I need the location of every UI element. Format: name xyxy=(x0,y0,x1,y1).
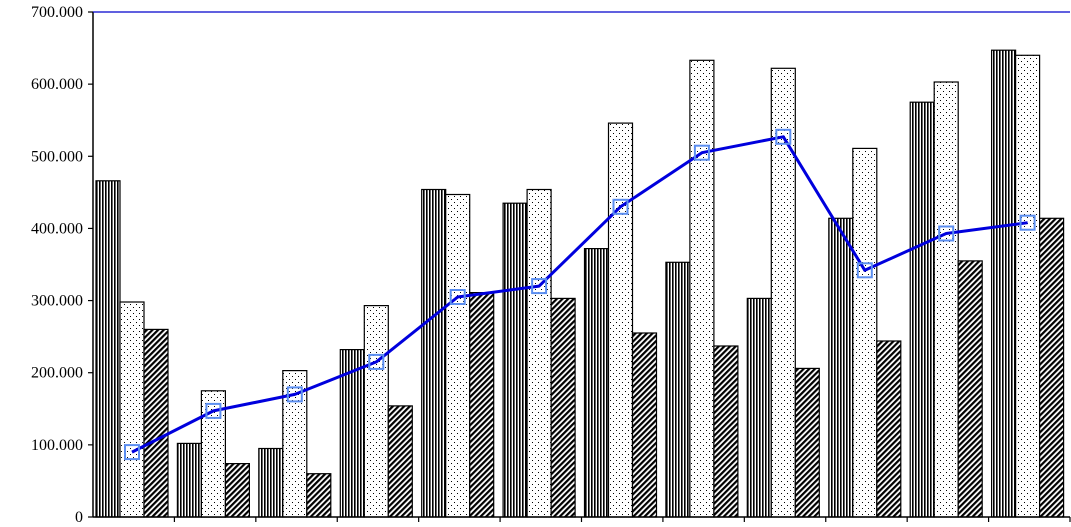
line-marker-cat12 xyxy=(1019,214,1036,231)
bar-series2-cat8 xyxy=(689,59,715,518)
bar-series2-cat11 xyxy=(933,81,959,518)
bar-series1-cat1 xyxy=(95,180,121,518)
axis-layer: 0 100.000 200.000 300.000 400.000 500.000 600.… xyxy=(31,4,1071,526)
bar-series3-cat10 xyxy=(876,340,902,518)
y-tick-label: 100.000 xyxy=(31,437,83,454)
bar-series1-cat9 xyxy=(746,297,772,518)
line-marker-cat1 xyxy=(124,444,140,461)
line-marker-cat4 xyxy=(368,353,385,370)
bar-series1-cat3 xyxy=(258,447,284,518)
line-marker-cat7 xyxy=(612,198,629,215)
line-marker-cat11 xyxy=(938,225,955,242)
bar-series1-cat7 xyxy=(583,248,610,518)
bar-series3-cat11 xyxy=(957,260,983,518)
bar-series1-cat5 xyxy=(421,188,447,518)
line-marker-cat3 xyxy=(286,386,303,403)
line-marker-cat5 xyxy=(449,289,466,305)
y-tick-label: 400.000 xyxy=(31,220,83,237)
bar-series1-cat12 xyxy=(990,49,1017,518)
line-marker-cat8 xyxy=(693,144,710,161)
y-tick-label: 700.000 xyxy=(31,4,83,21)
bar-series1-cat2 xyxy=(176,442,202,518)
bar-series2-cat4 xyxy=(363,305,389,518)
bar-series3-cat6 xyxy=(550,297,576,518)
bar-series3-cat3 xyxy=(306,473,332,518)
y-tick-label: 0 xyxy=(75,509,83,522)
bar-series1-cat4 xyxy=(339,349,365,518)
y-tick-label: 600.000 xyxy=(31,76,83,93)
bar-series3-cat5 xyxy=(469,292,495,518)
line-layer xyxy=(124,128,1036,461)
bar-series2-cat6 xyxy=(526,188,552,518)
bar-series3-cat4 xyxy=(387,405,413,518)
line-marker-cat2 xyxy=(205,402,222,419)
bar-series2-cat10 xyxy=(852,147,878,518)
y-tick-label: 300.000 xyxy=(31,293,83,310)
y-tick-label: 200.000 xyxy=(31,365,83,382)
bar-series1-cat8 xyxy=(665,261,691,518)
bar-series3-cat8 xyxy=(713,345,739,518)
line-marker-cat6 xyxy=(531,278,548,295)
bar-series3-cat7 xyxy=(631,332,658,518)
line-marker-cat10 xyxy=(856,262,873,279)
bar-series2-cat12 xyxy=(1014,54,1041,518)
bar-series1-cat6 xyxy=(502,202,528,518)
bar-series3-cat12 xyxy=(1038,217,1065,518)
bar-series3-cat9 xyxy=(794,367,820,518)
line-series xyxy=(131,135,1028,454)
bar-series3-cat1 xyxy=(143,328,169,518)
bar-series1-cat10 xyxy=(828,217,854,518)
bars-layer xyxy=(95,49,1065,518)
y-tick-label: 500.000 xyxy=(31,148,83,165)
bar-series1-cat11 xyxy=(909,101,935,518)
bar-series2-cat1 xyxy=(119,301,145,518)
bar-series3-cat2 xyxy=(224,463,250,518)
bar-series2-cat5 xyxy=(445,193,471,518)
bar-series2-cat7 xyxy=(607,122,634,518)
line-marker-cat9 xyxy=(775,128,792,145)
